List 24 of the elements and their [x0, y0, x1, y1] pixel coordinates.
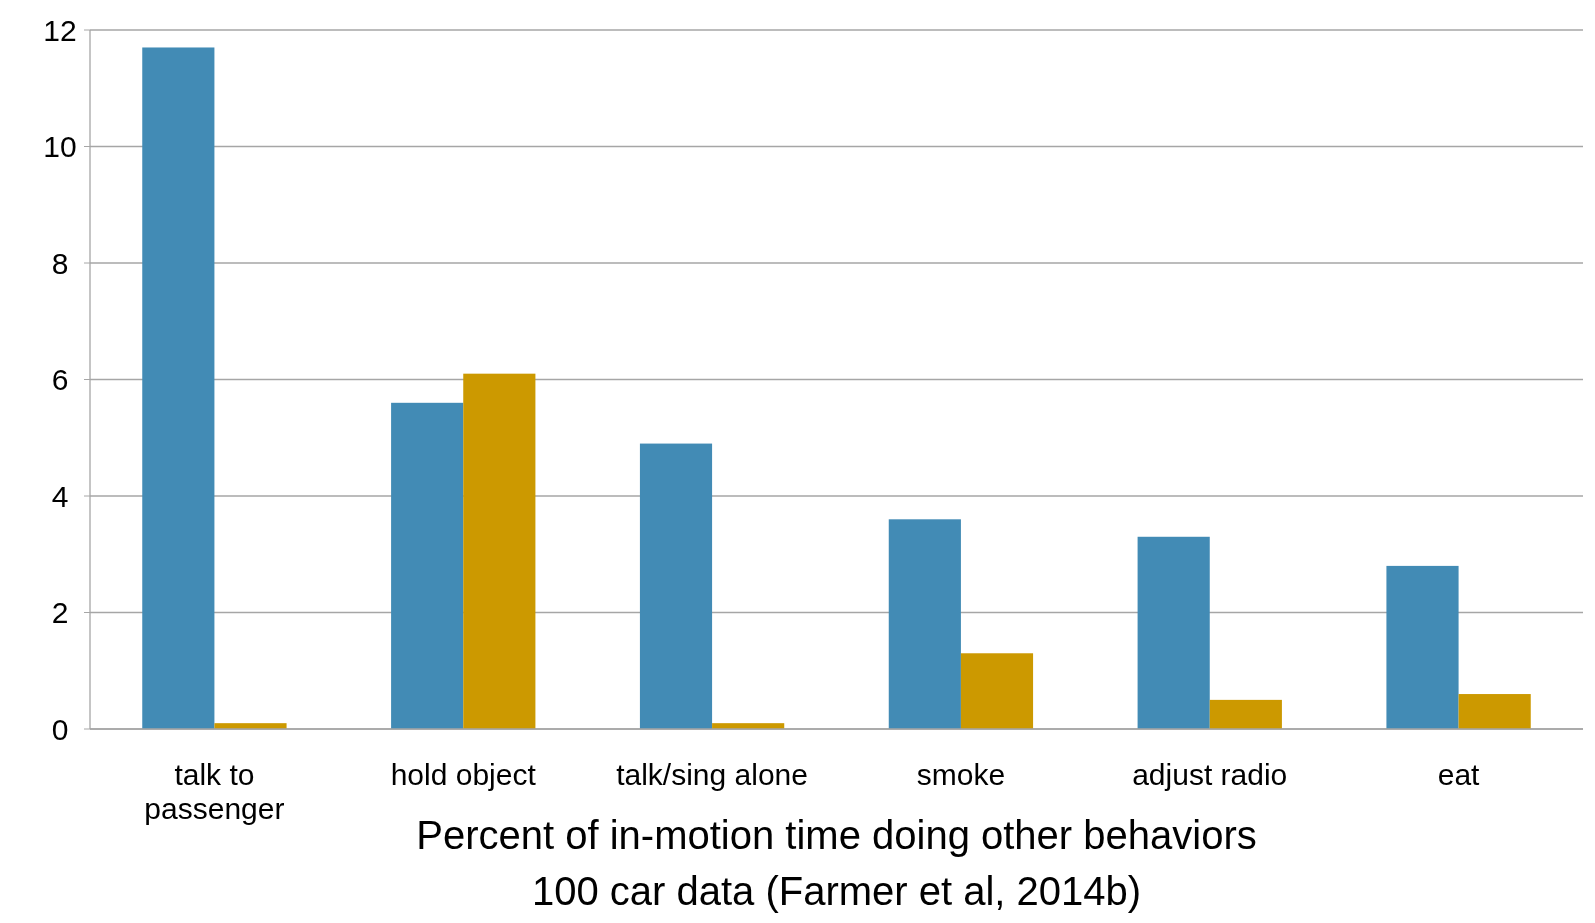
y-tick-label: 2: [51, 596, 69, 629]
x-tick-label: talk/sing alone: [616, 758, 808, 791]
x-tick-label: talk to passenger: [144, 758, 285, 825]
y-tick-label: 6: [51, 363, 69, 396]
x-tick-label: smoke: [916, 758, 1006, 791]
bar: [1137, 536, 1210, 729]
bar: [1386, 565, 1459, 729]
y-tick-label: 8: [51, 246, 69, 280]
bar: [960, 653, 1034, 729]
bar: [142, 47, 215, 729]
x-axis-title: Percent of in-motion time doing other behaviors 100 car data (Farmer et al, 2014b): [416, 813, 1257, 913]
y-tick-label: 4: [51, 479, 69, 513]
bar: [1458, 694, 1531, 729]
bar: [391, 402, 464, 729]
x-tick-label: eat: [1437, 758, 1481, 791]
bar: [888, 519, 961, 729]
y-tick-label: 0: [51, 712, 69, 746]
bar: [463, 373, 536, 729]
bar: [639, 443, 713, 729]
bar: [1209, 699, 1282, 729]
y-tick-label: 12: [43, 13, 77, 47]
x-tick-label: hold object: [390, 758, 537, 791]
y-tick-label: 10: [43, 130, 77, 163]
x-tick-label: adjust radio: [1132, 758, 1288, 791]
